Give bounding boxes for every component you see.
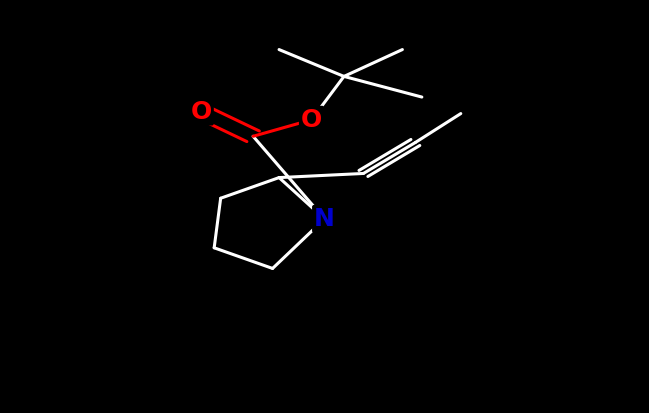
Text: O: O xyxy=(191,100,212,123)
Text: O: O xyxy=(301,108,322,132)
Text: N: N xyxy=(314,207,335,231)
